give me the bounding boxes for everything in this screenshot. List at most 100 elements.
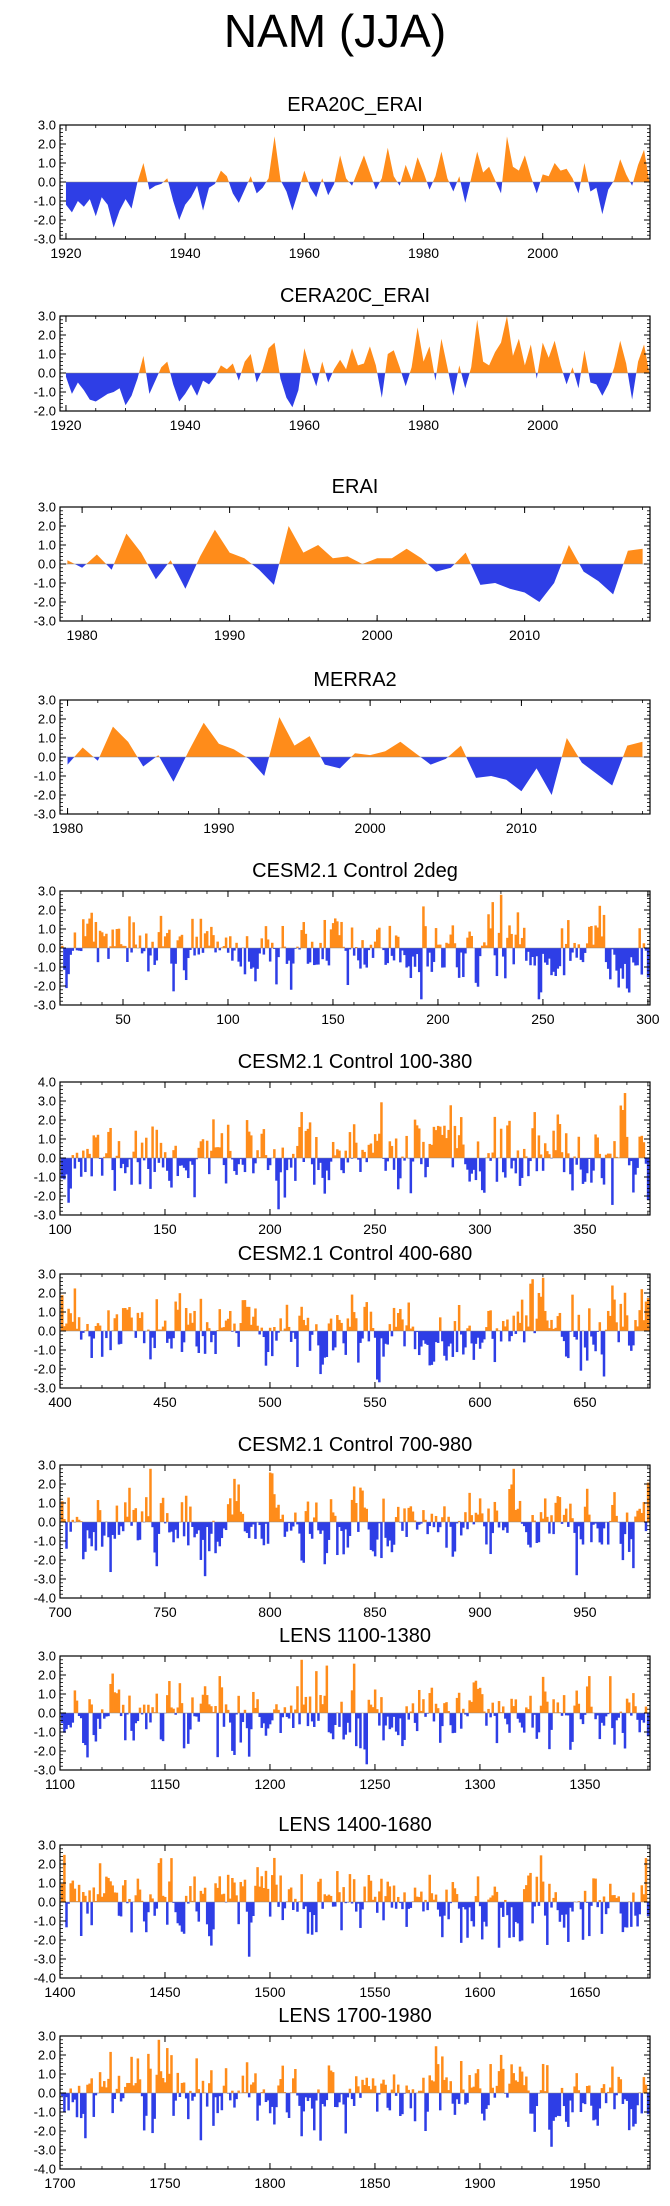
bar	[554, 948, 557, 976]
bar	[294, 948, 297, 949]
bar	[113, 1318, 117, 1331]
bar	[434, 1130, 438, 1158]
bar	[103, 2081, 106, 2093]
bar	[166, 1513, 169, 1522]
bar	[600, 1158, 604, 1179]
bar	[147, 1902, 150, 1913]
bar	[642, 1502, 646, 1522]
chart-title: LENS 1700-1980	[278, 2005, 431, 2027]
bar	[136, 1158, 140, 1163]
bar	[390, 1713, 394, 1728]
bar	[508, 2083, 511, 2093]
bar	[541, 1676, 545, 1713]
bar	[256, 1867, 259, 1902]
bar	[495, 1158, 499, 1182]
bar	[103, 1156, 106, 1158]
bar	[388, 2093, 392, 2111]
bar	[348, 1326, 352, 1331]
y-tick-label: -1.0	[34, 576, 56, 591]
bar	[180, 2082, 184, 2093]
bar	[464, 1713, 467, 1715]
bar	[562, 1695, 566, 1713]
bar	[313, 1713, 316, 1727]
bar	[630, 1522, 633, 1540]
bar	[277, 2085, 280, 2093]
bar	[468, 1700, 471, 1713]
bar	[392, 1713, 396, 1717]
bar	[243, 1158, 247, 1173]
bar	[243, 1879, 247, 1902]
bar	[134, 1895, 138, 1902]
bar	[554, 1502, 557, 1522]
bar	[548, 1522, 551, 1534]
bar	[409, 1506, 413, 1522]
bar	[497, 1902, 501, 1948]
bar	[594, 2093, 597, 2120]
x-tick-label: 1940	[170, 417, 201, 433]
bar	[82, 1522, 85, 1560]
bar	[289, 1331, 293, 1342]
bar	[174, 1902, 177, 1913]
bar	[550, 2093, 553, 2147]
bar	[334, 2093, 337, 2108]
bar	[373, 1689, 377, 1713]
bar	[266, 1713, 270, 1729]
bar	[384, 1158, 387, 1171]
bar	[390, 1902, 394, 1908]
bar	[214, 1706, 217, 1713]
bar	[644, 2084, 648, 2093]
bar	[606, 948, 610, 969]
y-tick-label: 3.0	[38, 1267, 56, 1282]
bar	[432, 948, 436, 962]
bar	[520, 1158, 524, 1178]
bar	[541, 1518, 545, 1522]
bar	[310, 1902, 314, 1935]
bar	[609, 1315, 612, 1331]
bar	[546, 1151, 549, 1158]
bar	[459, 1331, 463, 1335]
bar	[268, 1713, 272, 1725]
bar	[94, 2093, 98, 2096]
bar	[273, 1709, 276, 1713]
bar	[472, 1902, 476, 1927]
bar	[390, 1145, 394, 1158]
bar	[260, 1713, 264, 1728]
bar	[63, 2093, 66, 2113]
bar	[619, 1711, 623, 1713]
bar	[231, 948, 234, 961]
y-tick-label: 0.0	[38, 1895, 56, 1910]
bar	[527, 1522, 530, 1545]
bar	[384, 2084, 387, 2093]
bar	[646, 1158, 650, 1201]
bar	[94, 1900, 98, 1902]
bar	[306, 1128, 310, 1158]
bar	[145, 1902, 148, 1933]
bar	[174, 1522, 177, 1530]
bar	[627, 1522, 631, 1552]
bar	[634, 1516, 637, 1522]
bar	[254, 1707, 257, 1713]
bar	[201, 1694, 205, 1713]
bar	[617, 1331, 620, 1343]
bar	[94, 1713, 98, 1742]
bar	[594, 925, 597, 948]
bar	[245, 1713, 249, 1729]
bar	[294, 1331, 297, 1339]
y-tick-label: 0.0	[38, 941, 56, 956]
bar	[163, 2082, 167, 2093]
bar	[640, 1713, 644, 1721]
bar	[474, 1331, 478, 1344]
bar	[493, 1501, 497, 1522]
bar	[258, 1331, 261, 1335]
bar	[273, 2093, 276, 2125]
bar	[583, 1158, 587, 1182]
bar	[109, 1127, 112, 1158]
bar	[367, 948, 371, 951]
bar	[430, 1893, 434, 1902]
bar	[422, 906, 425, 948]
bar	[61, 1295, 64, 1331]
bar	[634, 1902, 637, 1916]
bar	[111, 1158, 114, 1171]
bar	[403, 948, 406, 956]
